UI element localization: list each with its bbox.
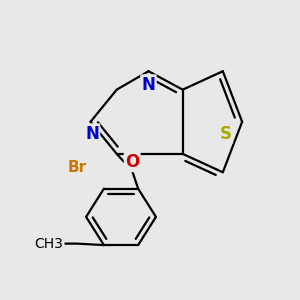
Text: O: O	[125, 153, 139, 171]
Text: N: N	[142, 76, 155, 94]
Text: Br: Br	[68, 160, 87, 175]
Text: CH3: CH3	[34, 237, 63, 250]
Text: N: N	[85, 125, 99, 143]
Text: S: S	[220, 125, 232, 143]
